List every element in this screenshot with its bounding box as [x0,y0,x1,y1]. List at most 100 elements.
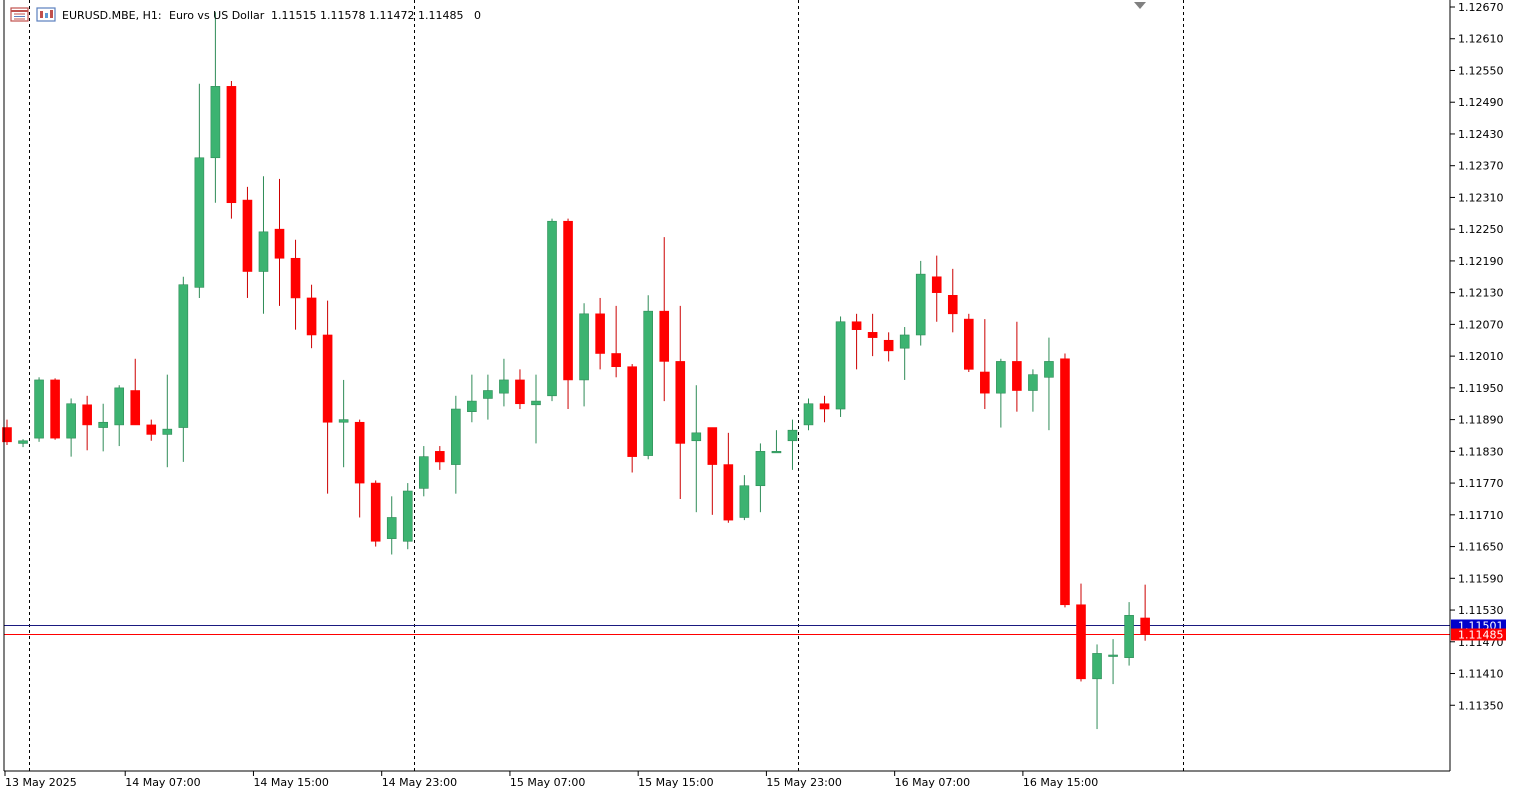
candle [1060,353,1070,608]
candle-body [996,361,1006,394]
candle [451,395,461,494]
candle-body [787,429,798,442]
price-axis[interactable]: 1.12670 1.12610 1.12550 1.12490 1.12430 1.123… [1450,1,1504,712]
candle-body [66,403,76,439]
candle [1140,584,1150,641]
candle-body [1124,615,1134,658]
candle-body [1060,358,1070,606]
candle [867,313,878,357]
header-extra: 0 [474,9,481,22]
price-tick-label: 1.11650 [1458,541,1504,554]
candle-body [691,432,702,442]
price-tick-label: 1.12250 [1458,223,1504,236]
candle-body [322,334,333,423]
candle-body [18,440,28,444]
candle-body [931,276,942,293]
price-tick-label: 1.11590 [1458,572,1504,585]
candle [114,385,125,447]
period-separators [29,0,1184,771]
candle-body [1044,361,1054,378]
price-tick-label: 1.11890 [1458,414,1504,427]
candle-body [531,400,541,406]
time-tick-label: 14 May 15:00 [253,776,328,789]
time-tick-label: 15 May 23:00 [766,776,841,789]
candle-body [867,332,878,338]
candle-body [1028,374,1038,391]
candle-body [883,339,894,352]
candle [418,446,429,497]
candle-body [130,390,141,426]
candle-body [803,403,814,426]
price-tick-label: 1.12490 [1458,96,1504,109]
candle [306,284,317,349]
price-lines [4,625,1450,635]
candle [883,332,894,362]
candle-body [707,427,718,465]
candle [499,358,509,407]
candle-body [2,427,12,443]
candle-body [771,451,782,454]
candle [483,374,493,420]
candle [50,378,60,440]
candle [1108,639,1118,685]
candle [370,480,381,547]
candle [2,419,12,445]
candle [290,239,301,330]
candle [675,305,686,499]
candle [34,377,44,442]
candle-body [98,421,108,428]
price-tick-label: 1.12430 [1458,128,1504,141]
candle [803,398,814,431]
candle-body [595,313,605,354]
time-axis[interactable]: 13 May 2025 14 May 07:00 14 May 15:00 14 Ma… [4,771,1098,789]
candle [226,81,237,219]
candle [274,178,285,306]
header-symbol: EURUSD.MBE, H1: [62,9,162,22]
header-ohlc: 1.11515 1.11578 1.11472 1.11485 [271,9,463,22]
candle-body [963,318,974,370]
chart-window-icon[interactable] [10,7,29,22]
candle-body [435,451,445,463]
price-tick-label: 1.12670 [1458,1,1504,14]
instrument-icon[interactable] [36,7,56,22]
candle-body [659,310,670,362]
candle [835,316,846,417]
candle [915,260,926,346]
candle-body [34,379,44,439]
candle-body [483,390,493,399]
price-tick-label: 1.12610 [1458,33,1504,46]
candle [1044,337,1054,431]
price-tick-label: 1.11710 [1458,509,1504,522]
price-tick-label: 1.12130 [1458,287,1504,300]
candle-body [1108,654,1118,657]
candle-body [162,428,173,435]
candle-body [675,361,686,444]
candle [563,218,573,410]
candle-body [402,490,413,542]
candle-body [451,408,461,465]
candle-body [499,379,509,394]
chart-shift-marker-icon[interactable] [1134,2,1146,9]
candle-body [627,366,637,457]
candle-body [563,220,573,381]
candle [435,446,445,470]
candle [771,430,782,454]
candle [66,398,76,457]
candle [531,374,541,444]
candle [338,379,349,468]
candle [210,12,221,203]
candle-body [547,220,557,397]
time-tick-label: 16 May 15:00 [1023,776,1098,789]
candle [354,419,365,518]
candle [931,255,942,322]
candle [996,358,1006,428]
candle-body [226,86,237,204]
candle [1124,602,1134,666]
candle-body [1012,361,1022,391]
candle [467,374,477,423]
candle-body [739,485,750,518]
time-tick-label: 13 May 2025 [5,776,77,789]
